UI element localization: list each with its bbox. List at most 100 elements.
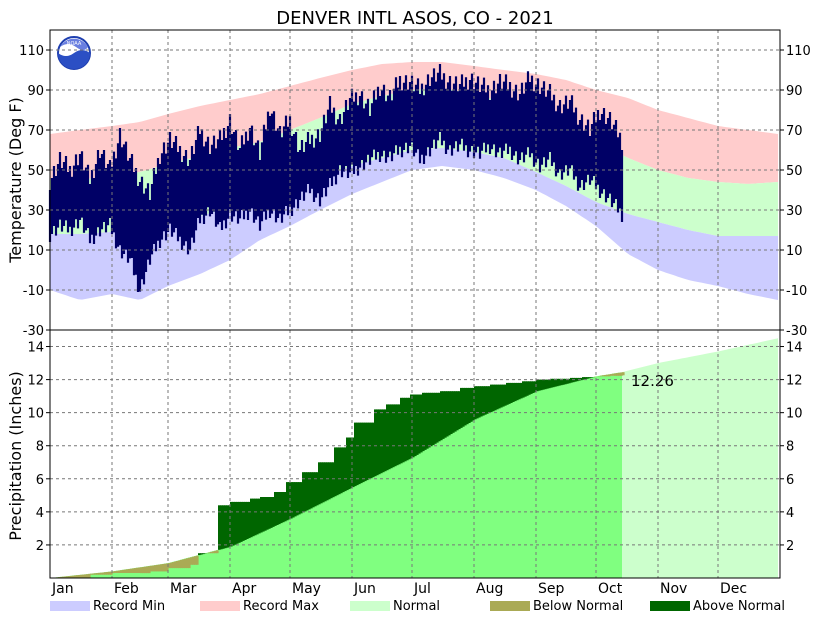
above-normal-bar	[236, 501, 239, 544]
above-normal-bar	[242, 501, 245, 541]
below-normal-bar	[126, 569, 129, 573]
above-normal-bar	[404, 397, 407, 462]
below-normal-bar	[214, 550, 217, 554]
below-normal-bar	[130, 568, 133, 573]
above-normal-bar	[466, 387, 469, 425]
above-normal-bar	[264, 497, 267, 531]
below-normal-bar	[612, 373, 615, 376]
above-normal-bar	[386, 404, 389, 471]
precipitation-tick-right: 8	[786, 440, 794, 455]
below-normal-bar	[162, 564, 165, 572]
normal-precipitation-future	[622, 338, 778, 578]
temperature-tick-left: 90	[27, 84, 44, 99]
below-normal-bar	[72, 575, 75, 578]
above-normal-bar	[510, 382, 513, 403]
precipitation-tick-right: 14	[786, 341, 803, 356]
below-normal-bar	[142, 567, 145, 574]
below-normal-bar	[608, 374, 611, 377]
below-normal-bar	[606, 374, 609, 377]
below-normal-bar	[172, 562, 175, 569]
precipitation-tick-right: 6	[786, 473, 794, 488]
below-normal-bar	[64, 576, 67, 578]
above-normal-bar	[470, 387, 473, 422]
legend-label: Below Normal	[533, 599, 623, 614]
above-normal-bar	[588, 377, 591, 379]
above-normal-bar	[450, 391, 453, 434]
below-normal-bar	[128, 569, 131, 573]
above-normal-bar	[372, 422, 375, 478]
below-normal-bar	[610, 374, 613, 376]
above-normal-bar	[516, 382, 519, 401]
below-normal-bar	[158, 564, 161, 572]
above-normal-bar	[488, 386, 491, 413]
above-normal-bar	[366, 422, 369, 481]
below-normal-bar	[146, 566, 149, 574]
above-normal-bar	[530, 381, 533, 394]
above-normal-bar	[512, 382, 515, 402]
above-normal-bar	[438, 392, 441, 442]
below-normal-bar	[616, 373, 619, 376]
below-normal-bar	[180, 559, 183, 569]
below-normal-bar	[620, 372, 623, 376]
below-normal-bar	[170, 562, 173, 569]
above-normal-bar	[456, 391, 459, 431]
above-normal-bar	[336, 447, 339, 496]
below-normal-bar	[136, 567, 139, 573]
below-normal-series	[52, 372, 625, 578]
below-normal-bar	[108, 571, 111, 575]
above-normal-bar	[320, 462, 323, 504]
above-normal-bar	[368, 422, 371, 480]
above-normal-bar	[418, 394, 421, 454]
below-normal-bar	[98, 572, 101, 575]
temperature-tick-left: 70	[27, 124, 44, 139]
legend-swatch	[490, 601, 530, 611]
above-normal-bar	[220, 505, 223, 550]
above-normal-bar	[522, 381, 525, 398]
above-normal-bar	[550, 378, 553, 388]
above-normal-bar	[480, 386, 483, 417]
above-normal-bar	[446, 391, 449, 437]
below-normal-bar	[166, 563, 169, 572]
above-normal-bar	[426, 392, 429, 449]
below-normal-bar	[178, 560, 181, 569]
above-normal-bar	[292, 482, 295, 518]
above-normal-bar	[282, 492, 285, 523]
above-normal-bar	[238, 501, 241, 543]
above-normal-bar	[374, 409, 377, 477]
above-normal-bar	[568, 378, 571, 384]
above-normal-bar	[314, 472, 317, 507]
temperature-tick-left: 30	[27, 204, 44, 219]
below-normal-bar	[62, 576, 65, 578]
below-normal-bar	[90, 573, 93, 575]
above-normal-bar	[520, 382, 523, 399]
below-normal-bar	[196, 555, 199, 565]
noaa-logo: NOAA	[57, 36, 91, 70]
above-normal-bar	[562, 378, 565, 385]
precipitation-panel	[50, 338, 778, 578]
above-normal-bar	[556, 378, 559, 387]
above-normal-bar	[398, 404, 401, 465]
below-normal-bar	[176, 561, 179, 569]
below-normal-bar	[114, 571, 117, 573]
below-normal-bar	[102, 572, 105, 575]
observed-temperature-series	[48, 64, 624, 292]
above-normal-bar	[298, 482, 301, 515]
below-normal-bar	[84, 574, 87, 578]
below-normal-bar	[70, 575, 73, 578]
above-normal-bar	[534, 381, 537, 393]
above-normal-bar	[472, 387, 475, 421]
above-normal-bar	[468, 387, 471, 423]
month-label: Feb	[114, 581, 139, 597]
below-normal-bar	[140, 567, 143, 574]
above-normal-bar	[394, 404, 397, 467]
legend-swatch	[350, 601, 390, 611]
above-normal-bar	[440, 391, 443, 441]
below-normal-bar	[210, 551, 213, 554]
above-normal-bar	[332, 462, 335, 498]
below-normal-bar	[112, 571, 115, 574]
above-normal-bar	[420, 394, 423, 453]
above-normal-bar	[198, 553, 201, 556]
above-normal-bar	[316, 472, 319, 506]
below-normal-bar	[144, 566, 147, 574]
